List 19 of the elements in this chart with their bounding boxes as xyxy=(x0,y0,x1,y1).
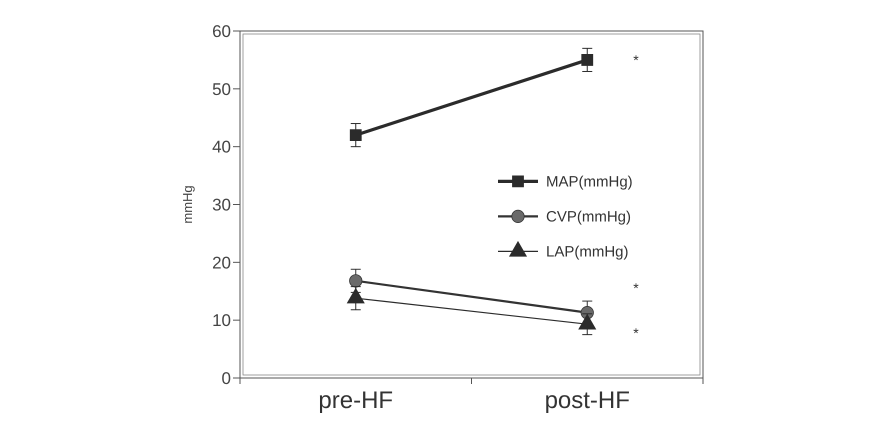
legend-label: LAP(mmHg) xyxy=(546,244,629,261)
annotation: * xyxy=(633,280,640,296)
legend-label: CVP(mmHg) xyxy=(546,208,631,226)
y-axis-title: mmHg xyxy=(180,185,195,224)
y-tick-label: 60 xyxy=(212,22,231,41)
point xyxy=(349,274,362,288)
point xyxy=(581,54,594,66)
y-tick-label: 30 xyxy=(212,195,231,214)
legend-label: MAP(mmHg) xyxy=(546,174,633,191)
y-tick-label: 20 xyxy=(212,253,231,272)
y-tick-label: 50 xyxy=(212,80,231,99)
y-tick-label: 10 xyxy=(212,311,231,330)
x-tick-label: pre-HF xyxy=(318,387,394,414)
y-tick-label: 40 xyxy=(212,138,231,157)
x-tick-label: post-HF xyxy=(544,387,630,414)
annotation: * xyxy=(633,52,640,68)
annotation: * xyxy=(633,325,640,341)
y-tick-label: 0 xyxy=(222,368,231,388)
point xyxy=(350,129,362,141)
